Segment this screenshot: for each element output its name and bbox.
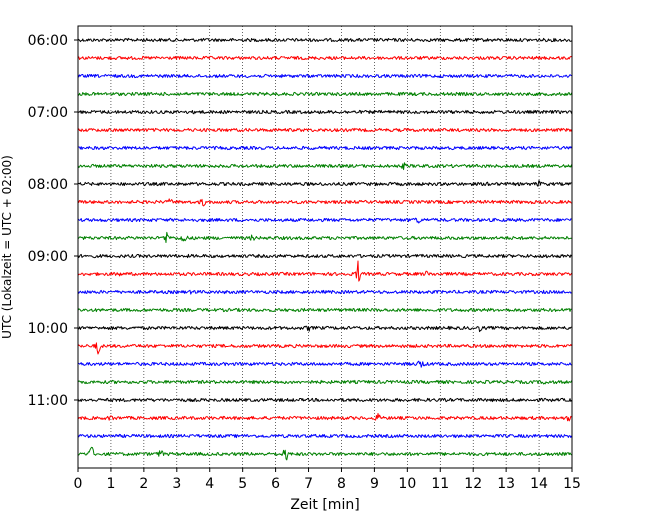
- x-axis-label: Zeit [min]: [290, 497, 359, 513]
- trace-0830: [77, 217, 572, 224]
- y-axis-ticks: 06:00 07:00 08:00 09:00 10:00 11:00: [28, 33, 78, 409]
- y-tick-label: 06:00: [28, 33, 68, 49]
- x-tick-label: 10: [398, 476, 416, 492]
- trace-0900: [77, 253, 573, 259]
- trace-1100: [77, 397, 573, 403]
- y-tick-label: 10:00: [28, 321, 68, 337]
- trace-0600: [77, 37, 572, 43]
- trace-0815: [77, 198, 572, 207]
- x-tick-label: 8: [337, 476, 346, 492]
- x-tick-label: 0: [74, 476, 83, 492]
- trace-1130: [77, 433, 573, 439]
- trace-0715: [77, 127, 573, 133]
- trace-0745: [77, 162, 573, 171]
- y-tick-label: 11:00: [28, 393, 68, 409]
- trace-group: [77, 37, 573, 461]
- trace-0945: [77, 307, 572, 313]
- trace-0845: [77, 231, 572, 243]
- x-tick-label: 2: [139, 476, 148, 492]
- trace-1115: [77, 413, 572, 422]
- y-tick-label: 09:00: [28, 249, 68, 265]
- trace-0915: [77, 260, 573, 282]
- y-tick-label: 08:00: [28, 177, 68, 193]
- trace-1000: [77, 325, 572, 333]
- x-axis-ticks: 0 1 2 3 4 5 6 7 8 9 10 11 12 13 14 15: [74, 468, 581, 492]
- y-axis-label: UTC (Lokalzeit = UTC + 02:00): [0, 155, 14, 339]
- trace-0645: [77, 91, 573, 97]
- trace-1015: [77, 342, 573, 355]
- trace-0800: [77, 180, 572, 187]
- x-tick-label: 13: [497, 476, 515, 492]
- x-tick-label: 15: [563, 476, 581, 492]
- trace-1145: [78, 446, 572, 461]
- x-tick-label: 4: [205, 476, 214, 492]
- y-tick-label: 07:00: [28, 105, 68, 121]
- plot-frame: [77, 25, 573, 469]
- trace-1045: [77, 379, 573, 385]
- trace-0700: [77, 109, 573, 115]
- trace-1030: [77, 360, 572, 368]
- x-tick-label: 11: [431, 476, 449, 492]
- x-tick-label: 7: [304, 476, 313, 492]
- x-tick-label: 14: [530, 476, 548, 492]
- x-tick-label: 3: [172, 476, 181, 492]
- x-tick-label: 5: [238, 476, 247, 492]
- x-tick-label: 1: [106, 476, 115, 492]
- trace-0730: [78, 145, 573, 151]
- x-tick-label: 6: [271, 476, 280, 492]
- trace-0615: [77, 55, 572, 61]
- x-tick-label: 9: [370, 476, 379, 492]
- trace-0930: [77, 289, 572, 295]
- trace-0630: [77, 73, 572, 79]
- x-tick-label: 12: [464, 476, 482, 492]
